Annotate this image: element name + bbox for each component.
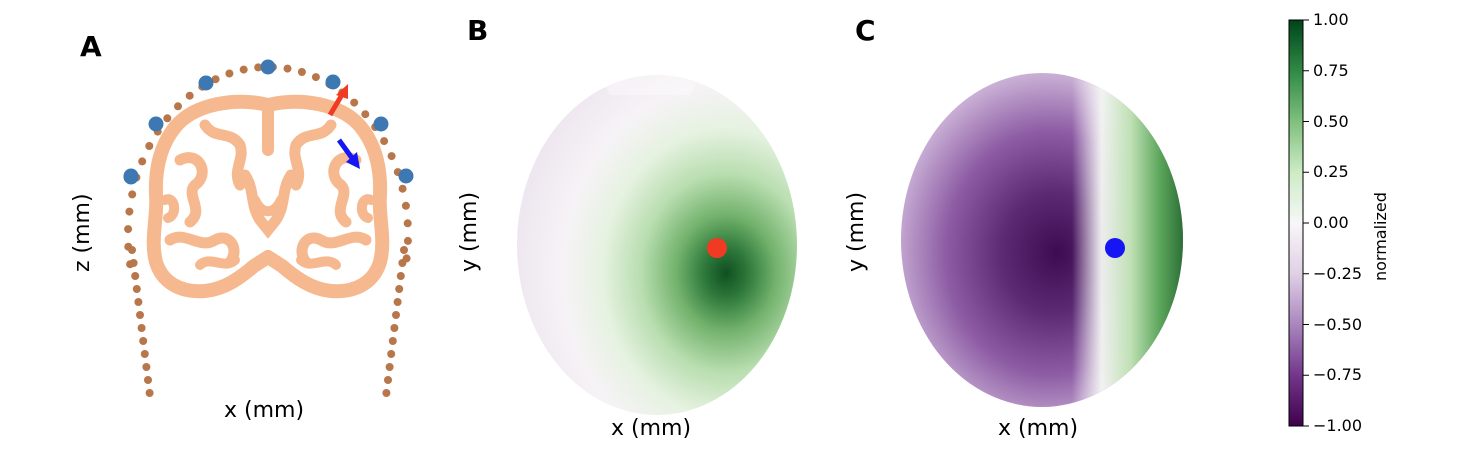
scalp-point	[403, 219, 412, 228]
scalp-point	[254, 63, 263, 72]
scalp-point	[144, 376, 152, 384]
electrode	[373, 116, 389, 132]
panel-b-letter: B	[467, 14, 489, 47]
panel-a-ylabel: z (mm)	[70, 193, 95, 272]
electrodes	[123, 59, 414, 185]
scalp-point	[283, 64, 292, 73]
scalp-point	[142, 363, 151, 371]
panel-b-xlabel: x (mm)	[611, 416, 692, 441]
scalp-point	[138, 157, 147, 166]
heatmap-c-positive	[901, 73, 1183, 407]
colorbar-tick-label: 0.75	[1313, 60, 1349, 80]
scalp-point	[387, 152, 396, 161]
colorbar-tick-label: −0.25	[1313, 263, 1363, 283]
colorbar	[1288, 19, 1309, 427]
scalp-point	[185, 91, 194, 100]
colorbar-tick-label: 0.25	[1313, 162, 1349, 182]
scalp-point	[136, 311, 144, 319]
electrode	[260, 59, 276, 75]
scalp-point	[398, 184, 407, 193]
panel-c-ylabel: y (mm)	[844, 191, 869, 272]
scalp-point	[145, 142, 154, 150]
blue-source-marker	[1105, 238, 1125, 258]
scalp-point	[137, 324, 146, 332]
scalp-point	[311, 73, 320, 82]
panel-c	[901, 73, 1183, 407]
scalp-point	[393, 298, 402, 306]
colorbar-tick-label: −0.50	[1313, 314, 1363, 334]
scalp-point	[128, 246, 136, 254]
scalp-point	[361, 110, 370, 119]
scalp-point	[382, 389, 391, 397]
scalp-point	[396, 272, 405, 280]
electrode	[325, 74, 341, 90]
dipole-arrows	[327, 84, 360, 169]
panel-a	[123, 59, 414, 397]
scalp-point	[140, 350, 149, 358]
electrode	[123, 168, 139, 184]
scalp-point	[145, 389, 154, 397]
colorbar-tick-label: 1.00	[1313, 10, 1349, 29]
scalp-point	[400, 246, 408, 254]
red-dipole-arrow	[327, 91, 346, 117]
scalp-point	[129, 259, 138, 267]
scalp-point	[211, 75, 220, 84]
scalp-point	[132, 285, 141, 293]
scalp-point	[134, 298, 143, 306]
blue-dipole-arrow	[336, 138, 355, 160]
scalp-point	[385, 363, 394, 371]
panel-b	[517, 75, 797, 415]
scalp-point	[395, 285, 404, 293]
scalp-point	[388, 337, 397, 345]
scalp-point	[124, 225, 133, 234]
scalp-point	[390, 324, 399, 332]
scalp-point	[139, 337, 148, 345]
panel-b-ylabel: y (mm)	[457, 191, 482, 272]
electrode	[198, 75, 214, 91]
scalp-point	[403, 236, 412, 245]
electrode	[148, 116, 164, 132]
heatmap-b	[517, 75, 797, 415]
panel-c-xlabel: x (mm)	[998, 416, 1079, 441]
electrode	[398, 168, 414, 184]
colorbar-gradient	[1288, 19, 1304, 427]
panel-a-letter: A	[80, 30, 102, 63]
colorbar-tick-label: 0.50	[1313, 111, 1349, 131]
scalp-point	[125, 207, 134, 216]
scalp-point	[225, 69, 234, 78]
scalp-point	[401, 201, 410, 210]
scalp-point	[239, 65, 248, 74]
scalp-point	[387, 350, 396, 358]
scalp-point	[174, 102, 182, 111]
colorbar-tick-label: −0.75	[1313, 365, 1363, 385]
colorbar-ticks	[1303, 19, 1309, 427]
brain-outline	[146, 94, 390, 299]
scalp-point	[297, 68, 306, 76]
scalp-point	[398, 259, 407, 267]
scalp-point	[163, 114, 172, 123]
scalp-point	[350, 98, 359, 107]
red-source-marker	[707, 238, 727, 258]
red-dipole-arrowhead	[336, 84, 348, 99]
blue-dipole-arrowhead	[346, 152, 360, 169]
panel-c-letter: C	[855, 14, 876, 47]
panel-a-xlabel: x (mm)	[224, 398, 305, 423]
scalp-point	[128, 190, 137, 199]
colorbar-tick-label: −1.00	[1313, 416, 1363, 435]
scalp-point	[380, 137, 389, 146]
colorbar-tick-label: 0.00	[1313, 213, 1349, 232]
scalp-point	[131, 272, 140, 280]
scalp-point	[392, 311, 400, 319]
colorbar-label: normalized	[1371, 192, 1390, 281]
scalp-point	[384, 376, 392, 384]
